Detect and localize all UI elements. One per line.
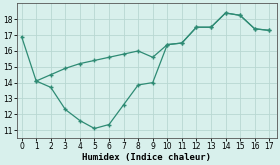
X-axis label: Humidex (Indice chaleur): Humidex (Indice chaleur)	[82, 152, 211, 162]
